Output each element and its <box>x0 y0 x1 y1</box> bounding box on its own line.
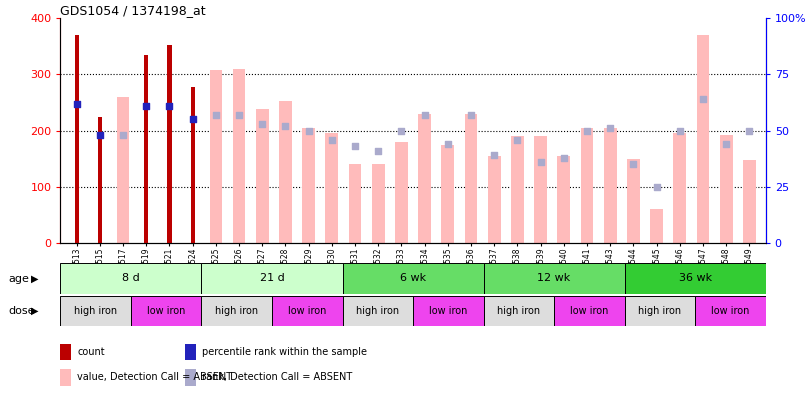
Bar <box>302 128 315 243</box>
Text: ▶: ▶ <box>31 306 38 316</box>
Bar <box>202 263 343 294</box>
Point <box>326 136 339 143</box>
Point <box>139 102 152 109</box>
Bar <box>484 296 554 326</box>
Text: dose: dose <box>8 306 35 316</box>
Bar <box>720 134 733 243</box>
Text: age: age <box>8 274 29 284</box>
Point <box>93 132 106 139</box>
Bar <box>465 114 477 243</box>
Bar <box>75 35 79 243</box>
Text: GDS1054 / 1374198_at: GDS1054 / 1374198_at <box>60 4 206 17</box>
Bar <box>144 55 148 243</box>
Bar <box>117 97 130 243</box>
Bar <box>343 296 413 326</box>
Point <box>604 125 617 132</box>
Point <box>163 102 176 109</box>
Bar <box>674 133 686 243</box>
Text: high iron: high iron <box>215 306 259 316</box>
Bar <box>272 296 343 326</box>
Bar <box>210 70 222 243</box>
Bar <box>349 164 361 243</box>
Text: percentile rank within the sample: percentile rank within the sample <box>202 347 368 357</box>
Point <box>186 116 199 123</box>
Point <box>418 112 431 118</box>
Bar <box>60 263 201 294</box>
Bar <box>488 156 501 243</box>
Point <box>464 112 477 118</box>
Bar <box>326 133 339 243</box>
Bar <box>279 101 292 243</box>
Bar <box>580 128 593 243</box>
Point <box>395 127 408 134</box>
Text: high iron: high iron <box>638 306 682 316</box>
Bar <box>202 296 272 326</box>
Point <box>696 96 709 102</box>
Text: low iron: low iron <box>288 306 326 316</box>
Text: high iron: high iron <box>74 306 118 316</box>
Text: value, Detection Call = ABSENT: value, Detection Call = ABSENT <box>77 373 232 382</box>
Text: ▶: ▶ <box>31 274 38 284</box>
Bar <box>558 156 571 243</box>
Text: 8 d: 8 d <box>122 273 140 283</box>
Point <box>488 152 501 159</box>
Point <box>580 127 593 134</box>
Point <box>720 141 733 147</box>
Point <box>511 136 524 143</box>
Bar <box>418 114 431 243</box>
Text: high iron: high iron <box>497 306 541 316</box>
Bar <box>696 35 709 243</box>
Point <box>279 123 292 129</box>
Point <box>117 132 130 139</box>
Text: 6 wk: 6 wk <box>400 273 426 283</box>
Bar <box>168 45 172 243</box>
Point <box>349 143 362 149</box>
Point <box>534 159 547 165</box>
Bar <box>604 128 617 243</box>
Text: low iron: low iron <box>429 306 467 316</box>
Point <box>650 183 663 190</box>
Point <box>372 147 384 154</box>
Point <box>743 127 756 134</box>
Text: low iron: low iron <box>711 306 750 316</box>
Bar <box>343 263 484 294</box>
Text: high iron: high iron <box>356 306 400 316</box>
Text: rank, Detection Call = ABSENT: rank, Detection Call = ABSENT <box>202 373 352 382</box>
Point <box>302 127 315 134</box>
Text: count: count <box>77 347 105 357</box>
Text: low iron: low iron <box>147 306 185 316</box>
Bar <box>233 69 246 243</box>
Bar <box>511 136 524 243</box>
Point <box>674 127 687 134</box>
Point <box>558 154 571 161</box>
Bar <box>413 296 484 326</box>
Text: 36 wk: 36 wk <box>679 273 712 283</box>
Bar <box>98 117 102 243</box>
Bar <box>442 145 455 243</box>
Bar <box>131 296 202 326</box>
Bar <box>650 209 663 243</box>
Bar <box>625 263 766 294</box>
Bar <box>190 87 195 243</box>
Bar <box>534 136 547 243</box>
Bar <box>695 296 766 326</box>
Point <box>210 112 222 118</box>
Bar <box>256 109 268 243</box>
Bar <box>484 263 625 294</box>
Bar <box>554 296 625 326</box>
Text: 21 d: 21 d <box>260 273 285 283</box>
Point <box>256 121 268 127</box>
Bar <box>395 142 408 243</box>
Bar <box>625 296 695 326</box>
Point <box>70 100 83 107</box>
Bar <box>372 164 384 243</box>
Point <box>233 112 246 118</box>
Text: low iron: low iron <box>570 306 609 316</box>
Text: 12 wk: 12 wk <box>538 273 571 283</box>
Point <box>627 161 640 168</box>
Bar <box>60 296 131 326</box>
Point <box>442 141 455 147</box>
Bar <box>627 159 640 243</box>
Bar <box>743 160 756 243</box>
